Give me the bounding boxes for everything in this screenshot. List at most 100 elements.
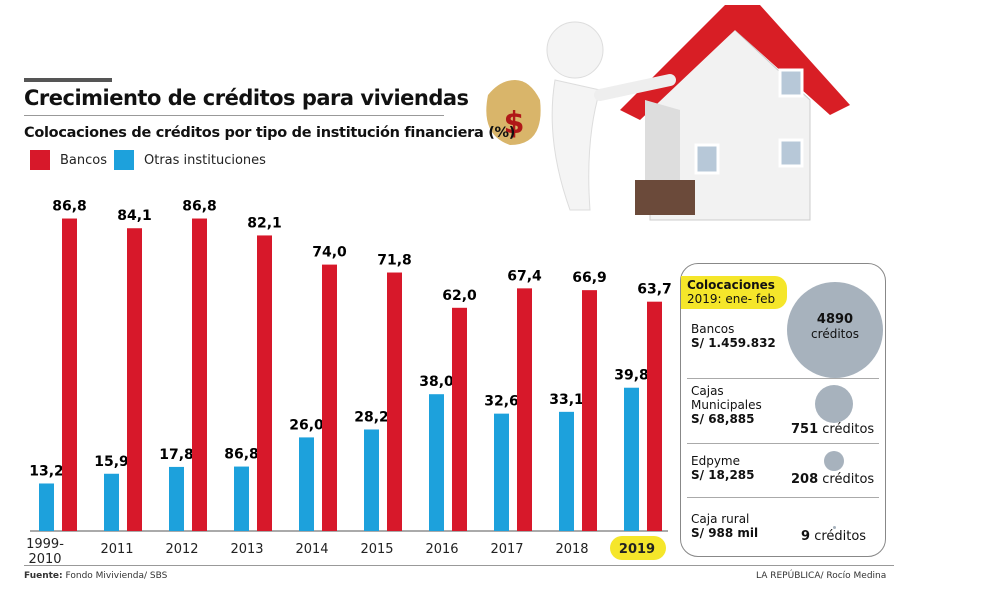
row-unit: créditos [822, 472, 875, 487]
money-bag-icon [486, 80, 541, 145]
bar-otras [559, 411, 574, 531]
panel-tag-title: Colocaciones [687, 278, 775, 292]
bar-otras [494, 413, 509, 531]
bar-otras [624, 387, 639, 531]
data-label: 15,9 [94, 454, 129, 470]
divider [687, 497, 879, 498]
row-cajas: Cajas Municipales S/ 68,885 [691, 384, 762, 426]
data-label: 26,0 [289, 417, 324, 433]
bar-otras [299, 437, 314, 531]
bubble-cajas [815, 385, 853, 423]
row-amount: S/ 68,885 [691, 412, 755, 426]
bar-bancos [127, 228, 142, 532]
data-label: 71,8 [377, 253, 412, 269]
data-label: 66,9 [572, 270, 607, 286]
data-label: 17,8 [159, 447, 194, 463]
divider [687, 378, 879, 379]
credit: LA REPÚBLICA/ Rocío Medina [756, 571, 887, 581]
bubble-count: 4890 [816, 312, 854, 327]
bar-otras [169, 466, 184, 531]
house-illustration: $ [486, 5, 850, 221]
row-unit: créditos [814, 529, 867, 544]
data-label: 32,6 [484, 394, 519, 410]
row-name: Edpyme [691, 454, 740, 468]
legend-label: Otras instituciones [144, 152, 266, 168]
tick-label: 2010 [28, 552, 61, 567]
panel-tag-subtitle: 2019: ene- feb [687, 292, 776, 306]
row-amount: S/ 18,285 [691, 468, 755, 482]
row-edpyme: Edpyme S/ 18,285 [691, 454, 755, 482]
divider [687, 443, 879, 444]
bar-otras [364, 429, 379, 531]
highlight-2019 [610, 536, 666, 560]
data-label: 63,7 [637, 282, 672, 298]
row-name: Bancos [691, 322, 735, 336]
bar-bancos [452, 307, 467, 531]
row-count: 751 [791, 422, 819, 437]
tick-label: 2018 [555, 542, 588, 557]
colocaciones-panel: Colocaciones 2019: ene- feb Bancos S/ 1.… [680, 263, 886, 557]
row-count: 9 [801, 529, 811, 544]
data-label: 33,1 [549, 392, 584, 408]
source: Fuente: Fondo Mivivienda/ SBS [24, 571, 167, 581]
dollar-sign: $ [504, 106, 525, 141]
row-amount: S/ 1.459.832 [691, 336, 776, 350]
bar-bancos [647, 301, 662, 531]
chart-subtitle: Colocaciones de créditos por tipo de ins… [24, 125, 516, 141]
data-label: 38,0 [419, 374, 454, 390]
row-name: Caja rural [691, 512, 750, 526]
tick-label: 2015 [360, 542, 393, 557]
bar-bancos [387, 272, 402, 531]
tick-label: 2019 [619, 542, 655, 557]
tick-label: 2013 [230, 542, 263, 557]
source-text: Fondo Mivivienda/ SBS [65, 571, 168, 581]
bar-otras [234, 466, 249, 531]
data-label: 86,8 [224, 447, 259, 463]
row-bancos: Bancos S/ 1.459.832 [691, 322, 776, 350]
count-cajas: 751 créditos [791, 422, 874, 437]
bar-bancos [322, 264, 337, 531]
tick-label: 2016 [425, 542, 458, 557]
row-count: 208 [791, 472, 819, 487]
bubble-unit: créditos [811, 327, 859, 341]
row-name: Cajas [691, 384, 724, 398]
count-edpyme: 208 créditos [791, 472, 874, 487]
bar-chart: 13,2 86,8 1999-2010 15,9 84,1 2011 17,8 86,8 201… [26, 199, 672, 567]
tick-label: 2017 [490, 542, 523, 557]
legend-swatch-blue [114, 150, 134, 170]
bar-bancos [517, 288, 532, 531]
bar-bancos [62, 218, 77, 531]
data-label: 84,1 [117, 208, 152, 224]
legend-swatch-red [30, 150, 50, 170]
data-label: 82,1 [247, 215, 282, 231]
data-label: 86,8 [52, 199, 87, 215]
divider [24, 565, 894, 566]
panel-tag: Colocaciones 2019: ene- feb [681, 276, 788, 309]
bubble-edpyme [824, 451, 844, 471]
tick-label: 2012 [165, 542, 198, 557]
data-label: 74,0 [312, 245, 347, 261]
page-title: Crecimiento de créditos para viviendas [24, 86, 469, 110]
legend-otras: Otras instituciones [114, 150, 266, 170]
title-accent [24, 78, 112, 82]
data-label: 86,8 [182, 199, 217, 215]
source-label: Fuente: [24, 571, 63, 581]
data-label: 28,2 [354, 409, 389, 425]
count-caja-rural: 9 créditos [801, 529, 866, 544]
bubble-bancos: 4890 créditos [787, 282, 883, 378]
bubble-caja-rural [833, 526, 836, 529]
bar-otras [39, 483, 54, 531]
row-amount: S/ 988 mil [691, 526, 759, 540]
tick-label: 2011 [100, 542, 133, 557]
row-caja-rural: Caja rural S/ 988 mil [691, 512, 758, 540]
data-label: 13,2 [29, 463, 64, 479]
bar-bancos [582, 290, 597, 531]
row-name: Municipales [691, 398, 762, 412]
tick-label: 1999- [26, 537, 64, 552]
bar-bancos [192, 218, 207, 531]
legend-label: Bancos [60, 152, 107, 168]
divider [24, 115, 444, 116]
data-label: 62,0 [442, 288, 477, 304]
legend-bancos: Bancos [30, 150, 107, 170]
bar-otras [429, 394, 444, 531]
